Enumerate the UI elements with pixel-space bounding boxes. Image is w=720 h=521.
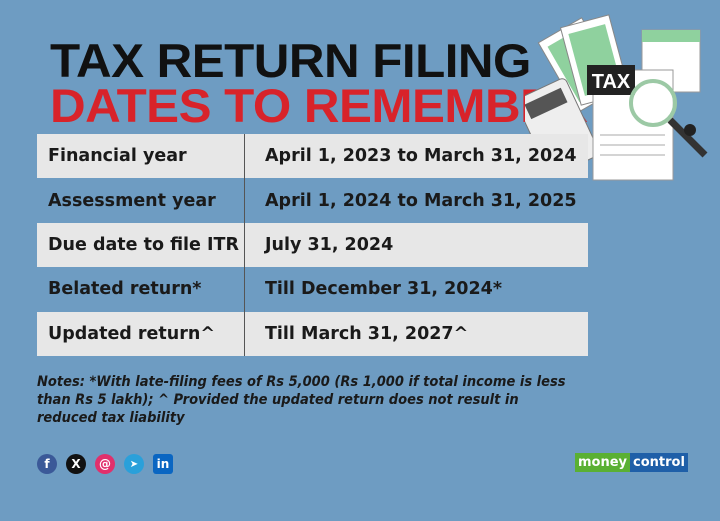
row-label: Financial year — [37, 134, 245, 179]
notes: Notes: *With late-filing fees of Rs 5,00… — [37, 374, 566, 426]
tax-illustration: TAX — [525, 14, 708, 181]
moneycontrol-logo: money control — [575, 453, 688, 472]
facebook-icon[interactable]: f — [37, 454, 57, 474]
row-value: Till March 31, 2027^ — [265, 323, 469, 344]
row-value: July 31, 2024 — [265, 234, 394, 255]
row-value: Till December 31, 2024* — [265, 279, 502, 300]
dates-table: Financial year April 1, 2023 to March 31,… — [37, 134, 588, 356]
table-row: Due date to file ITR July 31, 2024 — [37, 222, 588, 268]
table-row: Updated return^ Till March 31, 2027^ — [37, 311, 588, 356]
instagram-icon[interactable]: @ — [95, 454, 115, 474]
tax-label: TAX — [592, 71, 631, 93]
telegram-icon[interactable]: ➤ — [124, 454, 144, 474]
title-line-1: TAX RETURN FILING — [50, 34, 531, 87]
table-row: Assessment year April 1, 2024 to March 31… — [37, 178, 588, 223]
row-value: April 1, 2024 to March 31, 2025 — [265, 190, 577, 211]
title-line-2: DATES TO REMEMBER — [50, 79, 588, 132]
row-label: Belated return* — [37, 267, 245, 312]
social-links: f X @ ➤ in — [37, 454, 173, 474]
magnifier-icon — [629, 79, 708, 158]
linkedin-icon[interactable]: in — [153, 454, 173, 474]
x-icon[interactable]: X — [66, 454, 86, 474]
row-label: Updated return^ — [37, 311, 245, 356]
table-row: Belated return* Till December 31, 2024* — [37, 267, 588, 312]
row-label: Assessment year — [37, 178, 245, 223]
logo-part-money: money — [575, 453, 631, 472]
row-label: Due date to file ITR — [37, 222, 245, 268]
logo-part-control: control — [630, 453, 688, 472]
table-row: Financial year April 1, 2023 to March 31,… — [37, 134, 588, 179]
row-value: April 1, 2023 to March 31, 2024 — [265, 146, 577, 167]
